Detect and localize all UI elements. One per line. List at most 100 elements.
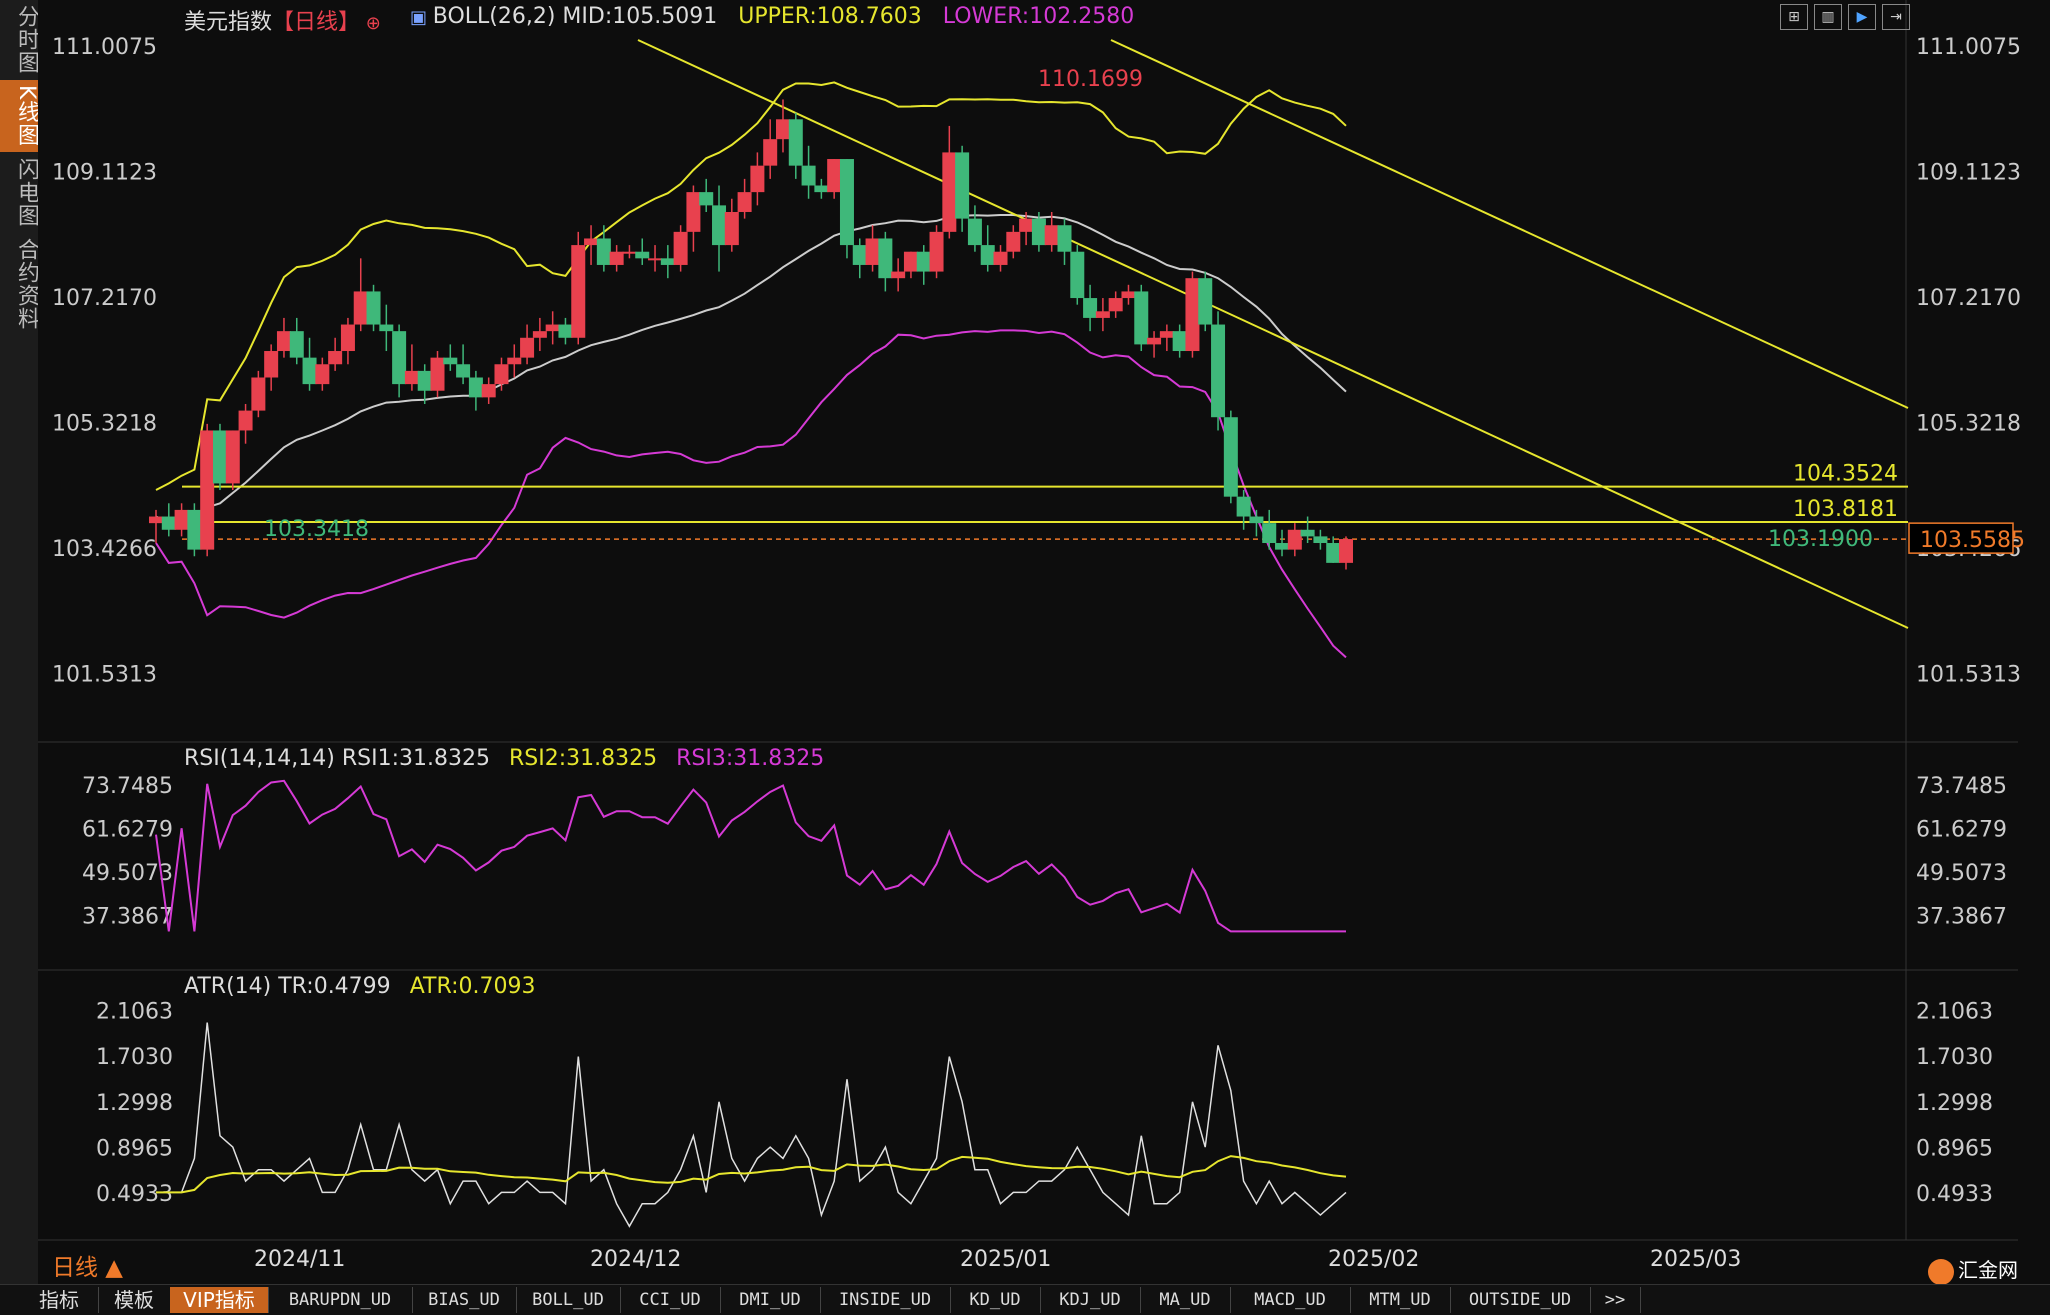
candle-body xyxy=(635,251,650,259)
crosshair-icon[interactable]: ⊕ xyxy=(360,13,381,34)
indicator-tab[interactable]: MA_UD xyxy=(1140,1287,1231,1313)
candle-body xyxy=(801,165,816,186)
boll-upper-line xyxy=(155,81,1347,491)
candle-body xyxy=(1275,543,1290,550)
rsi-tick-right: 49.5073 xyxy=(1916,861,2007,886)
candle-body xyxy=(276,331,291,352)
candle-body xyxy=(558,324,573,338)
candle-body xyxy=(353,291,368,325)
indicator-tab[interactable]: >> xyxy=(1590,1287,1641,1313)
candle-body xyxy=(1006,231,1021,252)
candle-body xyxy=(1211,324,1226,418)
indicator-tab[interactable]: MTM_UD xyxy=(1350,1287,1451,1313)
atr-value: ATR:0.7093 xyxy=(409,974,536,999)
candle-body xyxy=(456,364,471,378)
candle-body xyxy=(187,509,202,550)
rsi-header: RSI(14,14,14) RSI1:31.8325 RSI2:31.8325 … xyxy=(184,746,824,771)
candle-body xyxy=(1108,298,1123,312)
candle-body xyxy=(264,351,279,378)
indicator-tab[interactable]: BOLL_UD xyxy=(516,1287,621,1313)
left-tabbar: 分时图 K线图 闪电图 合约资料 xyxy=(0,0,39,1284)
indicator-tab[interactable]: MACD_UD xyxy=(1230,1287,1351,1313)
atr-tick-left: 1.7030 xyxy=(96,1045,173,1070)
price-tick-right: 101.5313 xyxy=(1916,662,2021,687)
current-price-label: 103.5585 xyxy=(1920,528,2025,553)
indicator-tab[interactable]: CCI_UD xyxy=(620,1287,721,1313)
tab-flash-chart[interactable]: 闪电图 xyxy=(14,157,39,227)
candle-body xyxy=(980,245,995,265)
boll-label: BOLL(26,2) xyxy=(432,4,556,29)
price-tick-left: 105.3218 xyxy=(52,411,157,436)
candle-body xyxy=(596,238,611,265)
indicator-tab[interactable]: 指标 xyxy=(20,1287,99,1313)
indicator-icon[interactable]: ▣ xyxy=(410,7,433,28)
candle-body xyxy=(1044,225,1059,246)
candle-body xyxy=(1223,417,1238,497)
indicator-tab[interactable]: BIAS_UD xyxy=(412,1287,517,1313)
rsi-tick-left: 61.6279 xyxy=(82,818,173,843)
candle-body xyxy=(238,410,253,431)
indicator-tab[interactable]: INSIDE_UD xyxy=(820,1287,951,1313)
atr-tick-right: 1.7030 xyxy=(1916,1045,1993,1070)
next-icon[interactable]: ⇥ xyxy=(1882,4,1910,30)
candle-body xyxy=(520,337,535,358)
bars-icon[interactable]: ▥ xyxy=(1814,4,1842,30)
candle-body xyxy=(430,357,445,391)
rsi2-value: RSI2:31.8325 xyxy=(509,746,658,771)
candle-body xyxy=(660,258,675,265)
low-label: 103.3418 xyxy=(264,517,369,542)
tab-contract-info[interactable]: 合约资料 xyxy=(14,238,39,330)
candle-body xyxy=(1083,298,1098,318)
boll-upper: UPPER:108.7603 xyxy=(738,4,922,29)
grid-icon[interactable]: ⊞ xyxy=(1780,4,1808,30)
candle-body xyxy=(1031,218,1046,246)
boll-lower: LOWER:102.2580 xyxy=(942,4,1135,29)
indicator-tab[interactable]: DMI_UD xyxy=(720,1287,821,1313)
candle-body xyxy=(993,251,1008,265)
candle-body xyxy=(724,211,739,246)
arrow-icon[interactable]: ▶ xyxy=(1848,4,1876,30)
candle-body xyxy=(737,192,752,212)
tab-kline-chart[interactable]: K线图 xyxy=(0,80,39,152)
candle-body xyxy=(468,377,483,398)
indicator-tab[interactable]: KDJ_UD xyxy=(1040,1287,1141,1313)
candle-body xyxy=(929,231,944,272)
indicator-tab[interactable]: KD_UD xyxy=(950,1287,1041,1313)
rsi-label: RSI(14,14,14) xyxy=(184,746,335,771)
candle-body xyxy=(852,245,867,265)
period-selector[interactable]: 日线 ▲ xyxy=(52,1255,123,1281)
date-label: 2025/01 xyxy=(960,1247,1051,1272)
price-tick-left: 109.1123 xyxy=(52,160,157,185)
candle-body xyxy=(315,364,330,385)
rsi-tick-left: 37.3867 xyxy=(82,905,173,930)
tab-time-chart[interactable]: 分时图 xyxy=(14,4,39,74)
candle-body xyxy=(174,509,189,530)
candle-body xyxy=(289,331,304,358)
candle-body xyxy=(443,357,458,365)
indicator-tab[interactable]: OUTSIDE_UD xyxy=(1450,1287,1591,1313)
indicator-tab[interactable]: BARUPDN_UD xyxy=(268,1287,413,1313)
chart-svg[interactable]: 111.0075 111.0075 109.1123 109.1123 107.2170… xyxy=(38,0,2050,1284)
title-text: 美元指数 xyxy=(184,10,273,35)
atr-tick-right: 0.4933 xyxy=(1916,1182,1993,1207)
price-tick-left: 111.0075 xyxy=(52,35,157,60)
indicator-tabbar: 指标 模板 VIP指标 BARUPDN_UD BIAS_UD BOLL_UD CCI_UD D… xyxy=(0,1284,2050,1315)
date-label: 2024/12 xyxy=(590,1247,681,1272)
candle-body xyxy=(545,324,560,332)
date-label: 2025/02 xyxy=(1328,1247,1419,1272)
indicator-tab[interactable]: 模板 xyxy=(98,1287,171,1313)
candle-body xyxy=(1300,529,1315,537)
atr-tick-right: 1.2998 xyxy=(1916,1091,1993,1116)
trendline-upper xyxy=(1110,39,1909,409)
candle-body xyxy=(571,245,586,338)
price-tick-left: 103.4266 xyxy=(52,537,157,562)
candle-body xyxy=(328,351,343,365)
indicator-tab[interactable]: VIP指标 xyxy=(170,1287,269,1313)
candle-body xyxy=(712,205,727,246)
boll-mid-line xyxy=(155,214,1347,528)
boll-mid: MID:105.5091 xyxy=(562,4,718,29)
atr-line xyxy=(156,1155,1347,1194)
candle-body xyxy=(161,516,176,530)
atr-tick-right: 2.1063 xyxy=(1916,1000,1993,1025)
price-tick-right: 111.0075 xyxy=(1916,35,2021,60)
